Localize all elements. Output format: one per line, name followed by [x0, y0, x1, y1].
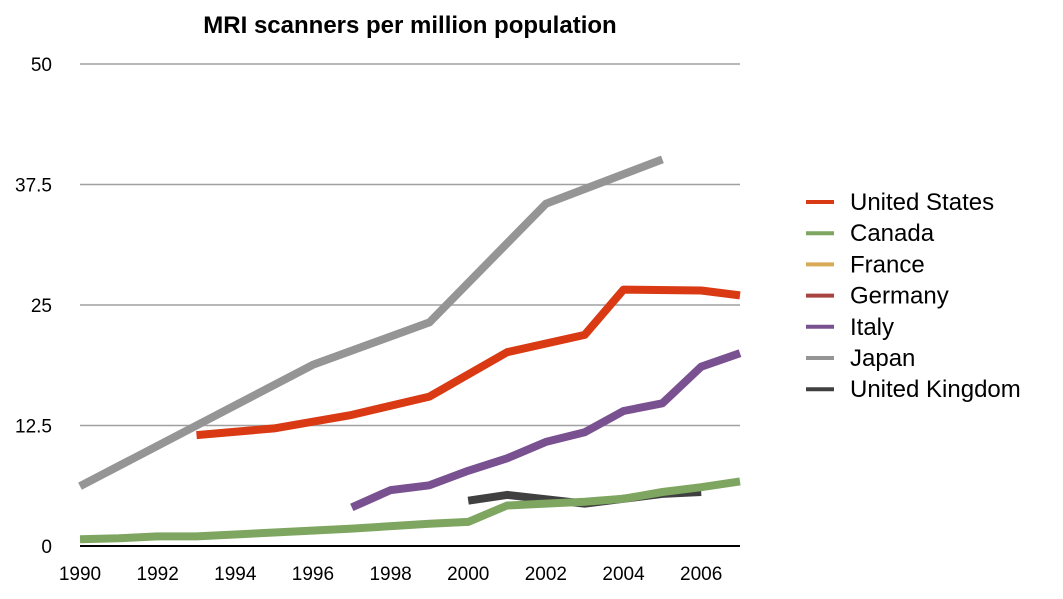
y-axis-tick-labels: 0 12.5 25 37.5 50 [15, 55, 52, 558]
y-tick-label: 12.5 [15, 417, 52, 438]
series-line-italy [350, 349, 742, 512]
legend-item: United Kingdom [806, 376, 1021, 403]
legend-item: Canada [806, 220, 935, 247]
series-line-canada [79, 477, 741, 544]
legend-label: Germany [850, 283, 949, 310]
legend-label: United Kingdom [850, 376, 1021, 403]
x-tick-label: 1994 [214, 564, 257, 585]
legend-item: Japan [806, 345, 915, 372]
legend-label: United States [850, 189, 994, 216]
x-tick-label: 1996 [292, 564, 334, 585]
legend: United States Canada France Germany Italy Jap… [806, 189, 1021, 403]
legend-label: Italy [850, 314, 894, 341]
x-tick-label: 2000 [447, 564, 489, 585]
x-axis-tick-labels: 1990 1992 1994 1996 1998 2000 2002 2004 2006 [59, 564, 722, 585]
x-tick-label: 2002 [525, 564, 567, 585]
series-lines [78, 155, 742, 544]
legend-item: Italy [806, 314, 894, 341]
grid [80, 63, 740, 427]
y-tick-label: 37.5 [15, 176, 52, 197]
x-tick-label: 2004 [602, 564, 645, 585]
x-tick-label: 2006 [680, 564, 722, 585]
x-tick-label: 1998 [369, 564, 411, 585]
series-line-united-states [196, 285, 741, 440]
chart-title: MRI scanners per million population [203, 12, 616, 39]
legend-item: France [806, 251, 925, 278]
series-line-japan [78, 155, 664, 490]
x-tick-label: 1992 [137, 564, 179, 585]
y-tick-label: 0 [41, 537, 52, 558]
legend-label: France [850, 251, 925, 278]
legend-label: Japan [850, 345, 915, 372]
legend-item: United States [806, 189, 994, 216]
legend-label: Canada [850, 220, 935, 247]
y-tick-label: 50 [31, 55, 52, 76]
legend-item: Germany [806, 283, 949, 310]
x-tick-label: 1990 [59, 564, 101, 585]
y-tick-label: 25 [31, 296, 52, 317]
